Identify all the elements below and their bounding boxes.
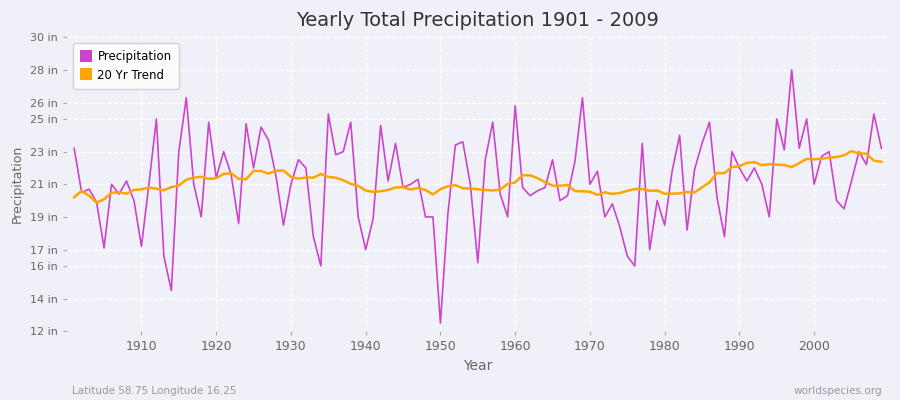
X-axis label: Year: Year <box>464 359 492 373</box>
Text: worldspecies.org: worldspecies.org <box>794 386 882 396</box>
Title: Yearly Total Precipitation 1901 - 2009: Yearly Total Precipitation 1901 - 2009 <box>296 11 659 30</box>
Legend: Precipitation, 20 Yr Trend: Precipitation, 20 Yr Trend <box>73 43 178 89</box>
Y-axis label: Precipitation: Precipitation <box>11 145 24 223</box>
Text: Latitude 58.75 Longitude 16.25: Latitude 58.75 Longitude 16.25 <box>72 386 237 396</box>
